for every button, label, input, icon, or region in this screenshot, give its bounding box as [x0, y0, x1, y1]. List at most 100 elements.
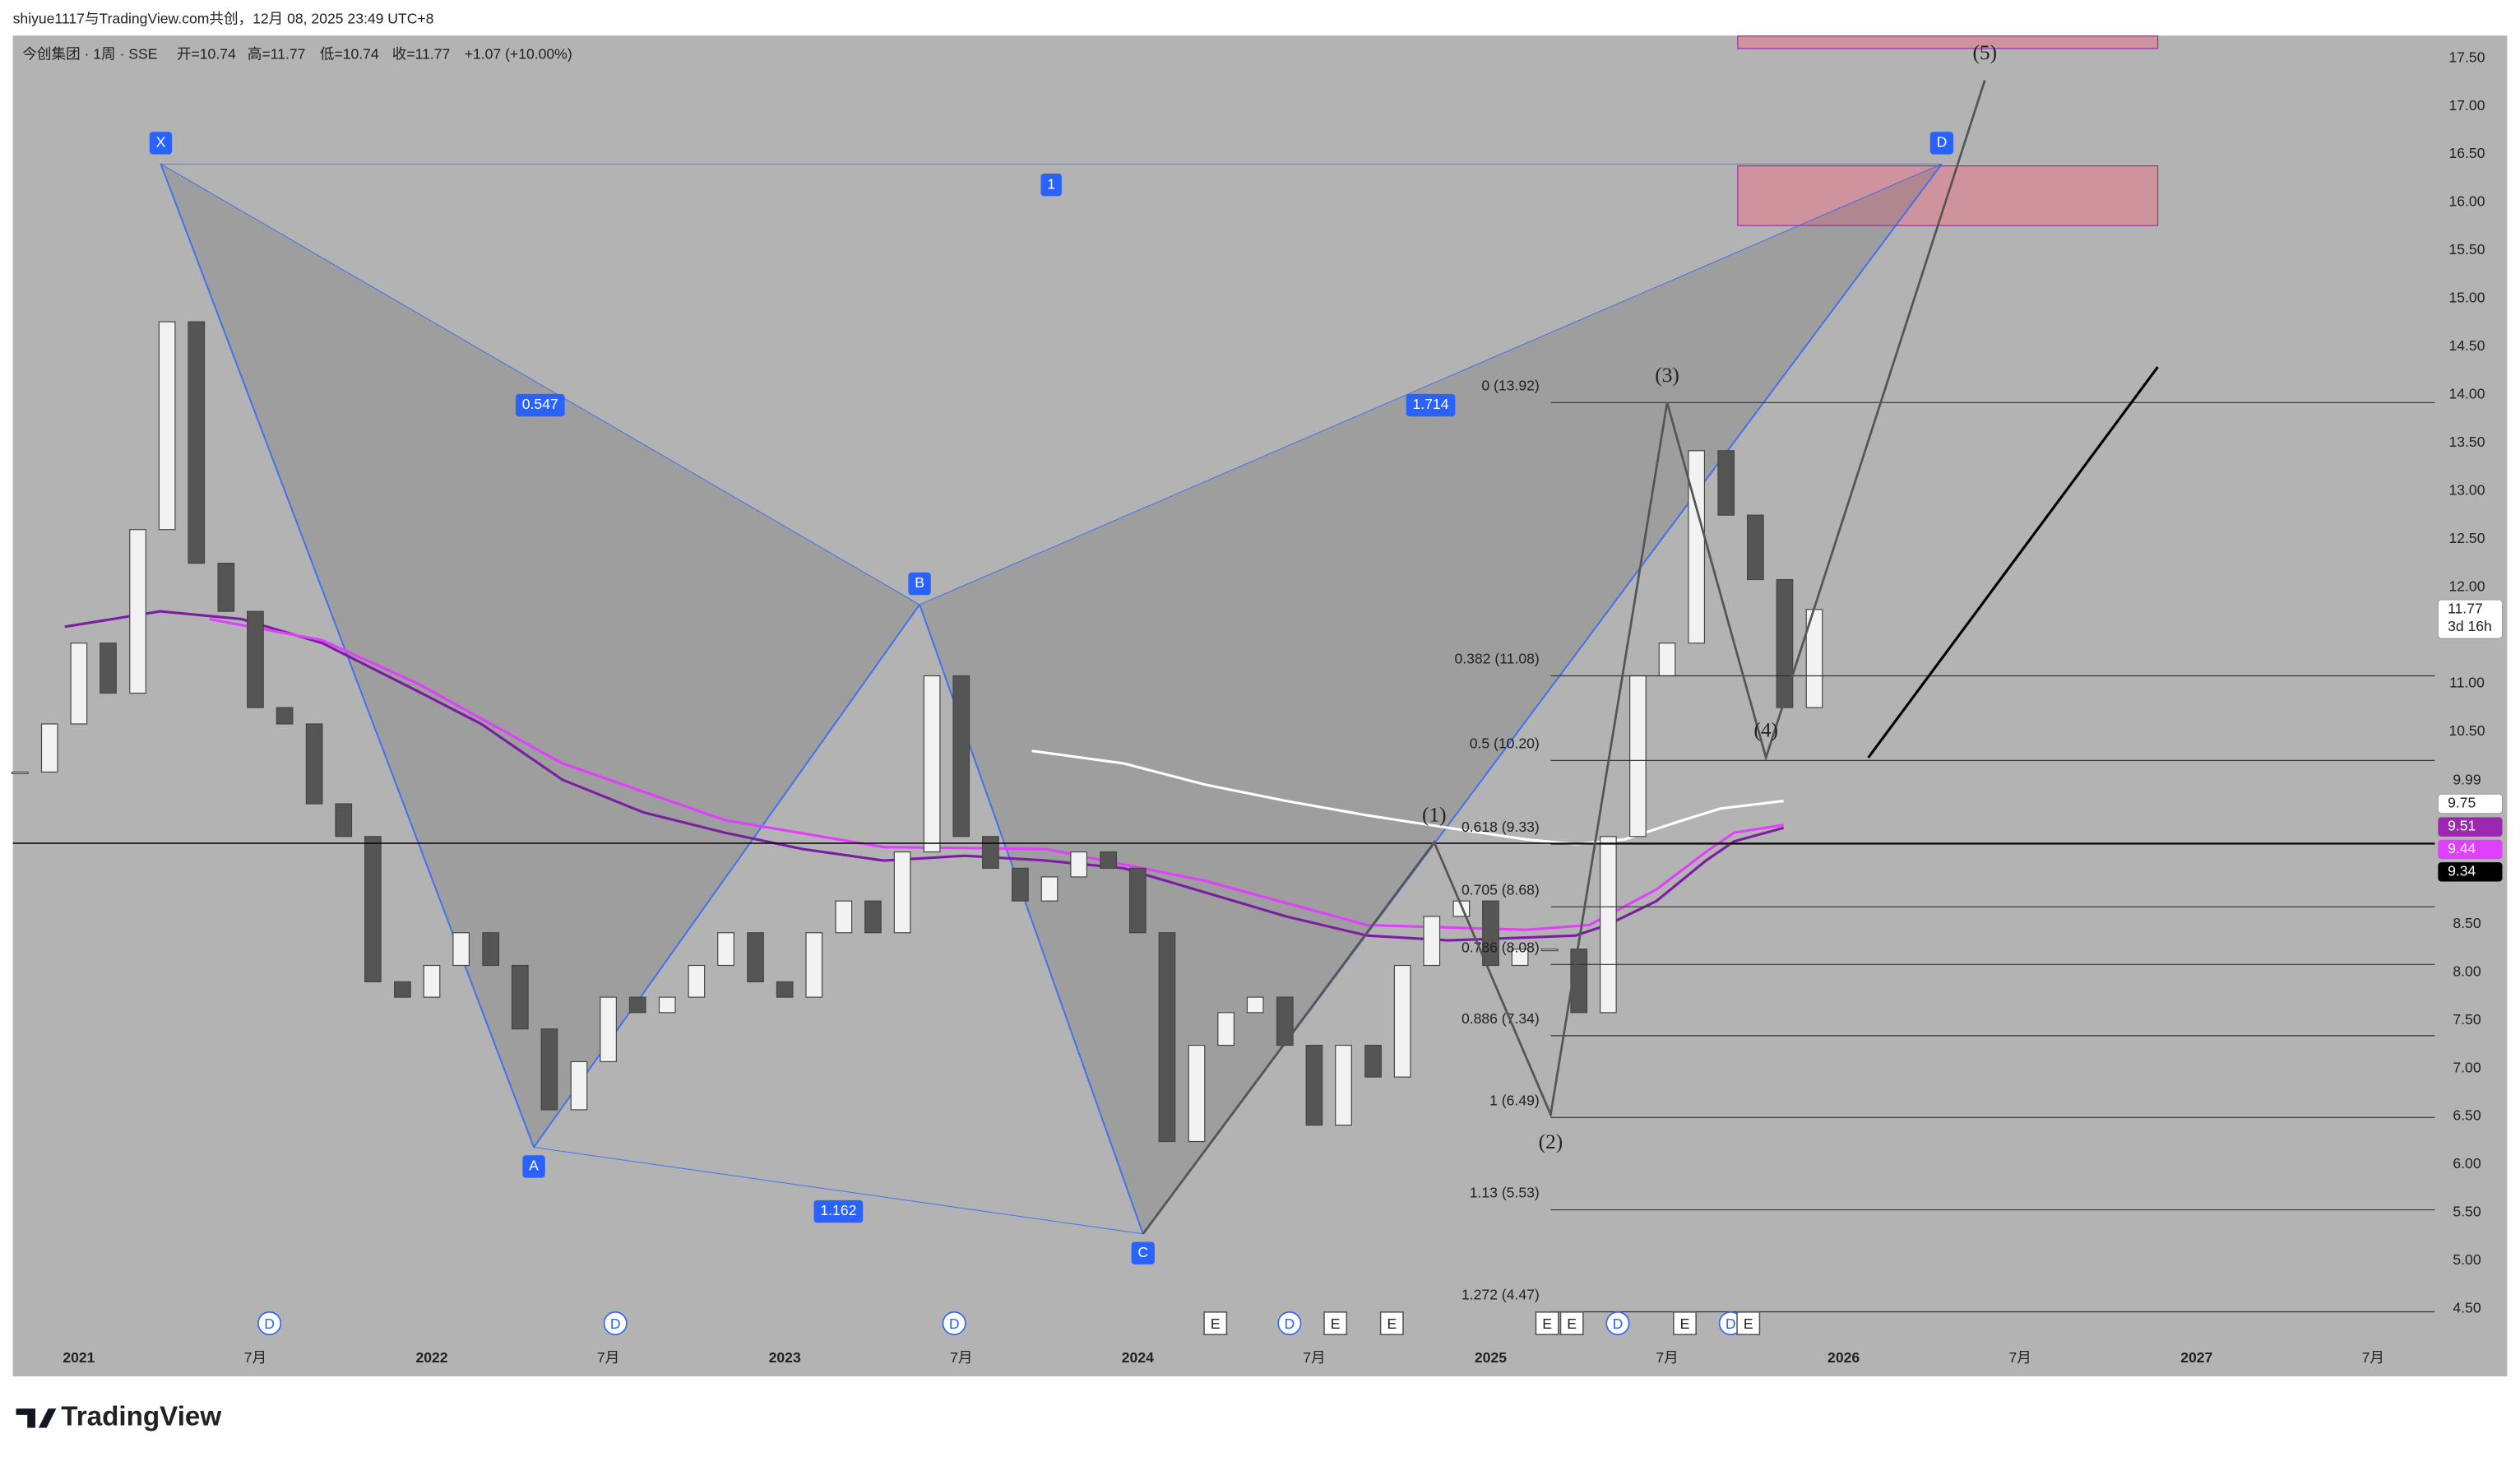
- candle: [717, 932, 734, 967]
- candle: [1335, 1044, 1352, 1126]
- event-label: E: [1211, 1315, 1221, 1332]
- candle: [1423, 916, 1441, 967]
- candle: [511, 964, 529, 1030]
- y-tick-label: 8.00: [2453, 963, 2481, 979]
- y-tick-label: 14.50: [2449, 337, 2485, 354]
- fib-label: 0.886 (7.34): [1462, 1010, 1540, 1027]
- wave-label: (2): [1539, 1130, 1563, 1153]
- y-tick-label: 16.50: [2449, 145, 2485, 161]
- harmonic-point-label-bg: [1131, 1241, 1155, 1264]
- harmonic-point-label-bg: [1929, 132, 1954, 155]
- projection-line: [1867, 366, 2159, 759]
- candle: [1746, 514, 1764, 581]
- wave-label: (5): [1972, 41, 1997, 64]
- candle: [1070, 851, 1088, 878]
- harmonic-ratio-text: 1.714: [1413, 396, 1449, 412]
- x-tick-label: 2025: [1475, 1349, 1507, 1366]
- fib-label: 1 (6.49): [1489, 1092, 1540, 1108]
- fib-label: 0 (13.92): [1481, 377, 1539, 393]
- price-badge: [2437, 793, 2503, 814]
- moving-average: [209, 617, 1784, 931]
- x-tick-label: 2023: [769, 1349, 801, 1366]
- candle: [423, 964, 441, 998]
- candle: [982, 836, 999, 869]
- low: 低=10.74: [320, 45, 379, 62]
- candle: [923, 675, 941, 853]
- event-label: E: [1387, 1315, 1397, 1332]
- x-tick-label: 2027: [2180, 1349, 2212, 1366]
- x-tick-label: 7月: [2362, 1349, 2384, 1366]
- harmonic-point-label-text: D: [1937, 134, 1948, 151]
- candle: [40, 723, 58, 773]
- event-label: E: [1744, 1315, 1753, 1332]
- wave-label: (3): [1655, 364, 1679, 387]
- candle: [658, 996, 676, 1014]
- y-tick-label: 5.50: [2453, 1204, 2481, 1220]
- candle: [628, 996, 646, 1014]
- harmonic-point-label: X: [149, 132, 173, 155]
- event-marker: [1323, 1311, 1348, 1335]
- harmonic-ratio: 1: [1040, 174, 1062, 197]
- y-tick-label: 5.00: [2453, 1251, 2481, 1268]
- candle: [1276, 996, 1294, 1046]
- wave-path: [1142, 80, 1986, 1235]
- event-marker: [1559, 1311, 1584, 1335]
- harmonic-point-label-bg: [149, 132, 173, 155]
- candle: [600, 996, 617, 1063]
- fib-label: 0.382 (11.08): [1454, 651, 1539, 667]
- open: 开=10.74: [177, 45, 236, 62]
- harmonic-ratio: 0.547: [515, 393, 565, 417]
- candle: [217, 563, 235, 612]
- logo-icon: [16, 1408, 57, 1428]
- y-tick-label: 12.50: [2449, 530, 2485, 546]
- event-label: E: [1567, 1315, 1577, 1332]
- wave-label: (4): [1753, 718, 1778, 741]
- logo-text: TradingView: [61, 1402, 221, 1432]
- y-tick-label: 4.50: [2453, 1300, 2481, 1316]
- y-tick-label: 13.50: [2449, 434, 2485, 450]
- harmonic-fill: [160, 164, 920, 1148]
- candle: [100, 643, 117, 694]
- event-marker: [1535, 1311, 1559, 1335]
- candle: [747, 932, 764, 982]
- y-tick-label: 13.00: [2449, 482, 2485, 499]
- candle: [1305, 1044, 1323, 1126]
- y-tick-label: 6.50: [2453, 1107, 2481, 1124]
- harmonic-point-label: B: [908, 572, 931, 596]
- price-badge-text: 9.34: [2448, 862, 2476, 879]
- x-tick-label: 7月: [244, 1349, 266, 1366]
- x-tick-label: 7月: [1303, 1349, 1325, 1366]
- event-marker: [1673, 1311, 1697, 1335]
- legend: 今创集团 · 1周 · SSE 开=10.74 高=11.77 低=10.74 …: [22, 45, 572, 62]
- harmonic-ratio-bg: [1406, 393, 1456, 417]
- candle: [1540, 949, 1559, 952]
- candle: [1776, 578, 1794, 708]
- candle: [893, 851, 911, 934]
- candle: [394, 981, 411, 998]
- candle: [1511, 949, 1529, 967]
- event-marker: [1203, 1311, 1228, 1335]
- candle: [1012, 867, 1029, 902]
- candle: [188, 321, 206, 564]
- credit: shiyue1117与TradingView.com共创，12月 08, 202…: [13, 10, 434, 26]
- x-tick-label: 2022: [415, 1349, 447, 1366]
- candle: [305, 723, 323, 805]
- candle: [482, 932, 500, 967]
- candle: [1600, 836, 1617, 1014]
- fib-label: 1.272 (4.47): [1462, 1287, 1540, 1303]
- candle: [158, 321, 176, 531]
- candle: [1158, 932, 1176, 1143]
- candle: [11, 771, 29, 774]
- y-tick-label: 15.00: [2449, 290, 2485, 306]
- event-marker: [603, 1311, 628, 1335]
- event-marker: [1736, 1311, 1761, 1335]
- y-tick-label: 15.50: [2449, 241, 2485, 258]
- candle: [952, 675, 970, 838]
- fib-label: 0.705 (8.68): [1462, 881, 1540, 898]
- harmonic-point-label-text: C: [1137, 1244, 1148, 1260]
- y-tick-label: 10.50: [2449, 722, 2485, 739]
- candle: [1040, 876, 1058, 902]
- candle: [835, 900, 853, 934]
- harmonic-point-label: C: [1131, 1241, 1155, 1264]
